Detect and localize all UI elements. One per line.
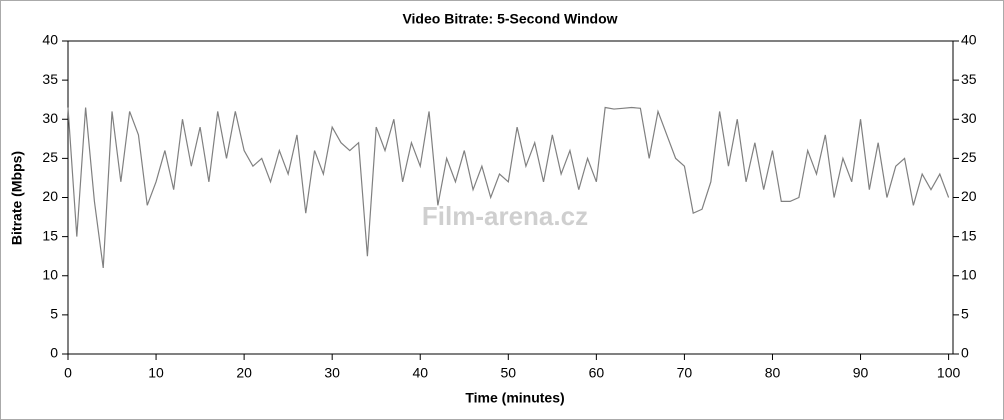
y2-tick-label: 0 — [961, 345, 969, 361]
x-tick-label: 20 — [236, 365, 252, 381]
y-tick-label: 35 — [42, 71, 58, 87]
y-tick-label: 30 — [42, 110, 58, 126]
y-tick-label: 0 — [50, 345, 58, 361]
y-tick-label: 10 — [42, 266, 58, 282]
x-tick-label: 0 — [64, 365, 72, 381]
y-tick-label: 15 — [42, 227, 58, 243]
x-tick-label: 70 — [677, 365, 693, 381]
y2-tick-label: 20 — [961, 188, 977, 204]
y-tick-label: 20 — [42, 188, 58, 204]
x-tick-label: 40 — [412, 365, 428, 381]
y-tick-label: 5 — [50, 306, 58, 322]
x-tick-label: 60 — [589, 365, 605, 381]
bitrate-line — [67, 106, 950, 269]
y2-tick-label: 25 — [961, 149, 977, 165]
x-tick-label: 50 — [501, 365, 517, 381]
y2-tick-label: 35 — [961, 71, 977, 87]
x-tick-label: 100 — [937, 365, 961, 381]
y-axis-label: Bitrate (Mbps) — [9, 151, 25, 245]
x-tick-label: 10 — [148, 365, 164, 381]
x-tick-label: 30 — [324, 365, 340, 381]
y2-tick-label: 15 — [961, 227, 977, 243]
chart-title: Video Bitrate: 5-Second Window — [402, 11, 617, 27]
watermark: Film-arena.cz — [422, 201, 588, 231]
y2-tick-label: 10 — [961, 266, 977, 282]
y2-tick-label: 40 — [961, 32, 977, 48]
x-axis-label: Time (minutes) — [465, 390, 564, 406]
y-tick-label: 40 — [42, 32, 58, 48]
y2-tick-label: 30 — [961, 110, 977, 126]
x-tick-label: 80 — [765, 365, 781, 381]
x-tick-label: 90 — [853, 365, 869, 381]
y-tick-label: 25 — [42, 149, 58, 165]
y2-tick-label: 5 — [961, 306, 969, 322]
